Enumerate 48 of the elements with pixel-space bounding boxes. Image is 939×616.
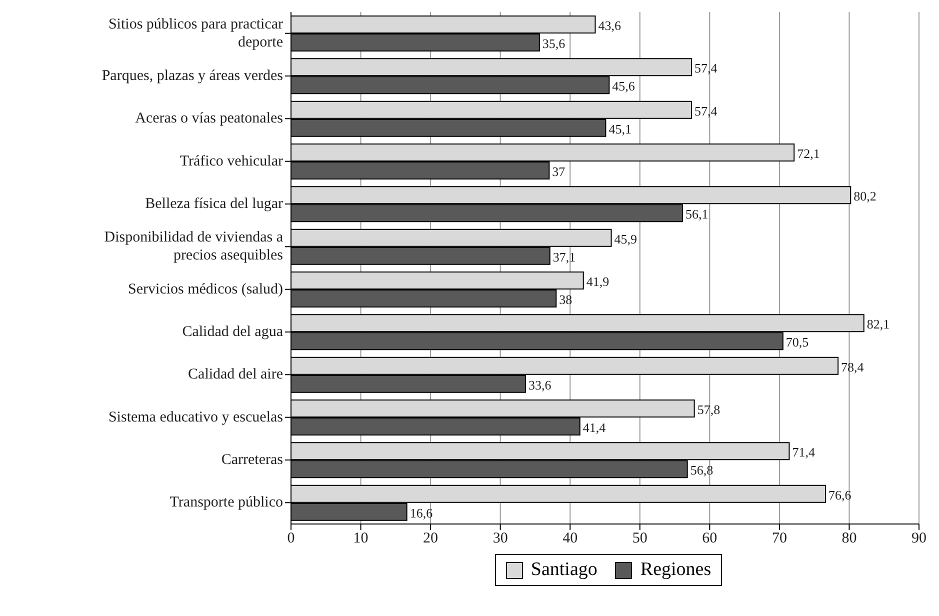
data-label: 45,6 <box>612 78 636 94</box>
data-label: 41,9 <box>586 274 610 289</box>
data-label: 35,6 <box>542 36 566 51</box>
data-label: 45,1 <box>608 121 632 136</box>
data-label: 43,6 <box>598 18 622 33</box>
data-label: 16,6 <box>410 505 434 520</box>
y-tick-label: Tráfico vehicular <box>180 153 283 170</box>
y-tick-label: Transporte público <box>170 494 283 511</box>
data-label: 57,4 <box>694 103 718 118</box>
x-tick-label: 90 <box>912 530 926 547</box>
y-tick-label: Sistema educativo y escuelas <box>108 409 284 426</box>
data-label: 71,4 <box>792 444 816 460</box>
y-tick-label: Parques, plazas y áreas verdes <box>102 68 284 84</box>
y-tick-label: Carreteras <box>221 452 284 468</box>
x-tick-label: 60 <box>702 530 718 547</box>
data-label: 80,2 <box>854 188 876 204</box>
y-tick-label: Calidad del agua <box>182 324 284 340</box>
x-tick-label: 10 <box>353 530 368 547</box>
legend-label: Santiago <box>530 559 598 581</box>
x-tick-label: 30 <box>492 530 508 547</box>
y-tick-label: Belleza física del lugar <box>145 196 283 212</box>
data-label: 78,4 <box>841 359 864 374</box>
data-label: 56,1 <box>685 206 708 222</box>
data-label: 57,8 <box>697 402 720 417</box>
y-tick-label: Aceras o vías peatonales <box>135 110 284 127</box>
y-tick-label: Disponibilidad de viviendas a precios asequibles <box>104 230 284 264</box>
legend-label: Regiones <box>639 559 712 581</box>
data-label: 70,5 <box>786 334 809 350</box>
x-tick-label: 0 <box>287 530 295 547</box>
data-label: 76,6 <box>828 487 852 502</box>
data-label: 82,1 <box>866 316 890 332</box>
y-tick-label: Sitios públicos para practicar deporte <box>108 16 284 50</box>
data-label: 56,8 <box>690 462 714 478</box>
x-tick-label: 20 <box>423 530 438 547</box>
data-label: 37,1 <box>552 249 576 264</box>
data-label: 72,1 <box>797 146 820 161</box>
data-label: 37 <box>552 164 566 179</box>
data-label: 41,4 <box>582 420 606 435</box>
data-label: 38 <box>559 292 572 307</box>
y-tick-label: Servicios médicos (salud) <box>128 281 283 298</box>
x-tick-label: 80 <box>842 530 857 547</box>
x-tick-label: 70 <box>772 530 787 547</box>
data-label: 57,4 <box>694 60 718 76</box>
x-tick-label: 40 <box>562 530 578 547</box>
y-tick-label: Calidad del aire <box>188 366 284 383</box>
data-label: 45,9 <box>614 231 638 246</box>
x-tick-label: 50 <box>632 530 648 547</box>
data-label: 33,6 <box>528 377 552 392</box>
